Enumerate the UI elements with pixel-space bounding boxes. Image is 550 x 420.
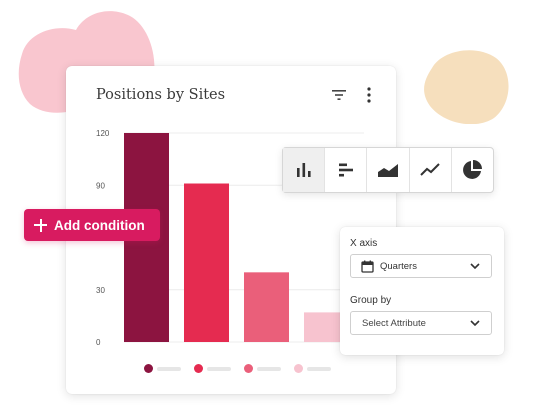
group-by-placeholder: Select Attribute xyxy=(362,317,426,329)
decorative-beige-blob xyxy=(424,50,509,124)
plus-icon xyxy=(34,218,47,232)
legend-dot xyxy=(294,364,303,373)
card-title: Positions by Sites xyxy=(96,87,226,103)
legend-line xyxy=(307,366,331,371)
bar xyxy=(184,183,229,342)
legend-item xyxy=(244,364,281,373)
group-by-select[interactable]: Select Attribute xyxy=(350,311,492,335)
legend-line xyxy=(207,366,231,371)
add-condition-label: Add condition xyxy=(54,217,145,233)
calendar-icon xyxy=(361,260,374,273)
y-tick-label: 0 xyxy=(96,338,101,347)
horizontal-bar-chart-icon xyxy=(338,163,353,177)
bar-chart-type-button[interactable] xyxy=(283,148,325,192)
legend-dot xyxy=(194,364,203,373)
legend-line xyxy=(157,366,181,371)
area-chart-type-button[interactable] xyxy=(366,148,408,192)
filter-icon[interactable] xyxy=(331,88,347,102)
chevron-down-icon xyxy=(470,263,480,269)
x-axis-label: X axis xyxy=(350,238,378,249)
area-chart-icon xyxy=(378,164,398,177)
y-tick-label: 90 xyxy=(96,181,105,190)
pie-chart-type-button[interactable] xyxy=(450,148,493,192)
legend-line xyxy=(257,366,281,371)
chevron-down-icon xyxy=(470,320,480,326)
group-by-label: Group by xyxy=(350,295,392,306)
chart-type-toolbar xyxy=(282,147,494,193)
legend-item xyxy=(194,364,231,373)
line-chart-type-button[interactable] xyxy=(408,148,451,192)
y-tick-label: 120 xyxy=(96,129,110,138)
legend-dot xyxy=(144,364,153,373)
chart-legend xyxy=(144,364,331,373)
legend-dot xyxy=(244,364,253,373)
x-axis-value: Quarters xyxy=(380,260,417,272)
bar xyxy=(244,272,289,342)
legend-item xyxy=(294,364,331,373)
more-vertical-icon[interactable] xyxy=(362,86,376,104)
axis-settings-panel: X axis Quarters Group by Select Attribut… xyxy=(340,227,504,355)
x-axis-select[interactable]: Quarters xyxy=(350,254,492,278)
add-condition-button[interactable]: Add condition xyxy=(24,209,160,241)
pie-chart-icon xyxy=(463,160,483,179)
legend-item xyxy=(144,364,181,373)
bar-chart-icon xyxy=(296,163,311,177)
line-chart-icon xyxy=(420,163,440,176)
y-tick-label: 30 xyxy=(96,286,105,295)
horizontal-bar-chart-type-button[interactable] xyxy=(324,148,366,192)
